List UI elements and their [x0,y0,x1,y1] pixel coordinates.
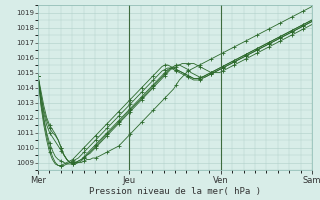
X-axis label: Pression niveau de la mer( hPa ): Pression niveau de la mer( hPa ) [89,187,261,196]
